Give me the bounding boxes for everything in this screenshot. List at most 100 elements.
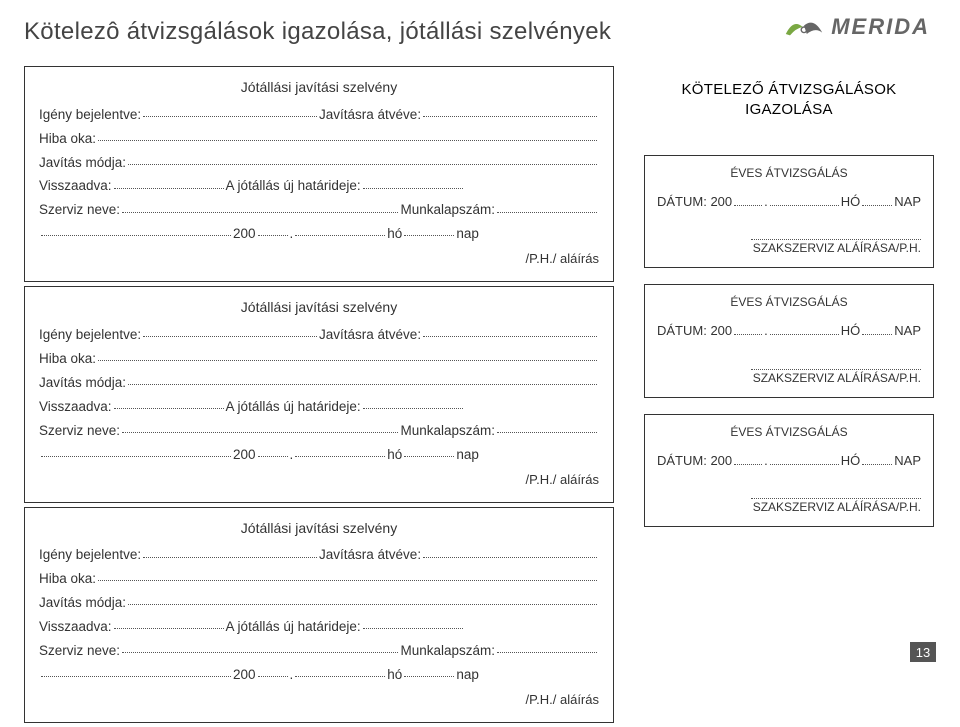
fill-line (404, 665, 454, 677)
fill-line (404, 445, 454, 457)
fill-line (128, 593, 597, 605)
label-hiba: Hiba oka: (39, 569, 96, 590)
inspection-box: ÉVES ÁTVIZSGÁLÁS DÁTUM: 200 . HÓ NAP SZA… (644, 284, 934, 398)
insp-nap: NAP (894, 453, 921, 468)
row-szerviz-munkalap: Szerviz neve: Munkalapszám: (39, 641, 599, 662)
label-modja: Javítás módja: (39, 593, 126, 614)
insp-title-line2: IGAZOLÁSA (745, 101, 833, 118)
label-vissza: Visszaadva: (39, 617, 112, 638)
row-date: 200 . hó nap (39, 224, 599, 245)
insp-datum-label: DÁTUM: 200 (657, 323, 732, 338)
warranty-slip: Jótállási javítási szelvény Igény bejele… (24, 507, 614, 723)
slip-header: Jótállási javítási szelvény (39, 77, 599, 99)
label-hiba: Hiba oka: (39, 349, 96, 370)
label-ho: hó (387, 445, 402, 466)
fill-line (734, 453, 762, 465)
insp-subtitle: ÉVES ÁTVIZSGÁLÁS (657, 295, 921, 309)
row-vissza-hatarido: Visszaadva: A jótállás új határideje: (39, 176, 599, 197)
fill-line (363, 397, 463, 409)
fill-line (122, 200, 398, 212)
insp-sig-label: SZAKSZERVIZ ALÁÍRÁSA/P.H. (753, 241, 921, 255)
insp-dot: . (764, 323, 768, 338)
insp-dot: . (764, 194, 768, 209)
inspection-box: ÉVES ÁTVIZSGÁLÁS DÁTUM: 200 . HÓ NAP SZA… (644, 155, 934, 269)
row-modja: Javítás módja: (39, 373, 599, 394)
insp-signature: SZAKSZERVIZ ALÁÍRÁSA/P.H. (657, 360, 921, 385)
insp-ho: HÓ (841, 194, 861, 209)
fill-line (404, 224, 454, 236)
label-modja: Javítás módja: (39, 373, 126, 394)
fill-line (734, 194, 762, 206)
label-year: 200 (233, 665, 256, 686)
fill-line (751, 231, 921, 241)
fill-line (862, 323, 892, 335)
fill-line (258, 445, 288, 457)
label-atveve: Javításra átvéve: (319, 105, 421, 126)
label-munkalap: Munkalapszám: (400, 421, 495, 442)
signature-line: /P.H./ aláírás (39, 249, 599, 269)
fill-line (770, 453, 839, 465)
insp-datum-label: DÁTUM: 200 (657, 453, 732, 468)
brand-logo: MERIDA (783, 12, 930, 42)
page-number: 13 (910, 642, 936, 662)
inspection-box: ÉVES ÁTVIZSGÁLÁS DÁTUM: 200 . HÓ NAP SZA… (644, 414, 934, 528)
fill-line (497, 200, 597, 212)
inspections-column: KÖTELEZŐ ÁTVIZSGÁLÁSOK IGAZOLÁSA ÉVES ÁT… (644, 66, 934, 727)
label-hatarido: A jótállás új határideje: (226, 176, 361, 197)
insp-ho: HÓ (841, 323, 861, 338)
label-modja: Javítás módja: (39, 153, 126, 174)
row-hiba: Hiba oka: (39, 569, 599, 590)
label-munkalap: Munkalapszám: (400, 641, 495, 662)
fill-line (423, 105, 597, 117)
insp-subtitle: ÉVES ÁTVIZSGÁLÁS (657, 166, 921, 180)
label-year: 200 (233, 445, 256, 466)
label-hiba: Hiba oka: (39, 129, 96, 150)
insp-dot: . (764, 453, 768, 468)
row-date: 200 . hó nap (39, 665, 599, 686)
label-igeny: Igény bejelentve: (39, 325, 141, 346)
row-claim-received: Igény bejelentve: Javításra átvéve: (39, 545, 599, 566)
fill-line (143, 545, 317, 557)
row-modja: Javítás módja: (39, 153, 599, 174)
row-hiba: Hiba oka: (39, 129, 599, 150)
fill-line (363, 617, 463, 629)
fill-line (497, 421, 597, 433)
fill-line (770, 194, 839, 206)
fill-line (143, 325, 317, 337)
slip-header: Jótállási javítási szelvény (39, 518, 599, 540)
label-szerviz: Szerviz neve: (39, 421, 120, 442)
fill-line (41, 224, 231, 236)
row-claim-received: Igény bejelentve: Javításra átvéve: (39, 105, 599, 126)
insp-ho: HÓ (841, 453, 861, 468)
fill-line (770, 323, 839, 335)
label-vissza: Visszaadva: (39, 397, 112, 418)
insp-title-line1: KÖTELEZŐ ÁTVIZSGÁLÁSOK (682, 81, 897, 98)
label-nap: nap (456, 445, 479, 466)
fill-line (862, 453, 892, 465)
content-columns: Jótállási javítási szelvény Igény bejele… (24, 66, 936, 727)
merida-wings-icon (783, 12, 825, 42)
label-szerviz: Szerviz neve: (39, 200, 120, 221)
fill-line (497, 641, 597, 653)
label-atveve: Javításra átvéve: (319, 545, 421, 566)
label-ho: hó (387, 224, 402, 245)
insp-signature: SZAKSZERVIZ ALÁÍRÁSA/P.H. (657, 231, 921, 256)
insp-sig-label: SZAKSZERVIZ ALÁÍRÁSA/P.H. (753, 371, 921, 385)
fill-line (423, 325, 597, 337)
fill-line (862, 194, 892, 206)
label-munkalap: Munkalapszám: (400, 200, 495, 221)
fill-line (114, 397, 224, 409)
warranty-slips-column: Jótállási javítási szelvény Igény bejele… (24, 66, 614, 727)
label-nap: nap (456, 224, 479, 245)
insp-date-row: DÁTUM: 200 . HÓ NAP (657, 194, 921, 209)
label-dot: . (290, 224, 294, 245)
fill-line (41, 445, 231, 457)
label-szerviz: Szerviz neve: (39, 641, 120, 662)
signature-line: /P.H./ aláírás (39, 690, 599, 710)
label-year: 200 (233, 224, 256, 245)
fill-line (295, 445, 385, 457)
fill-line (41, 665, 231, 677)
insp-signature: SZAKSZERVIZ ALÁÍRÁSA/P.H. (657, 490, 921, 515)
label-atveve: Javításra átvéve: (319, 325, 421, 346)
fill-line (258, 224, 288, 236)
